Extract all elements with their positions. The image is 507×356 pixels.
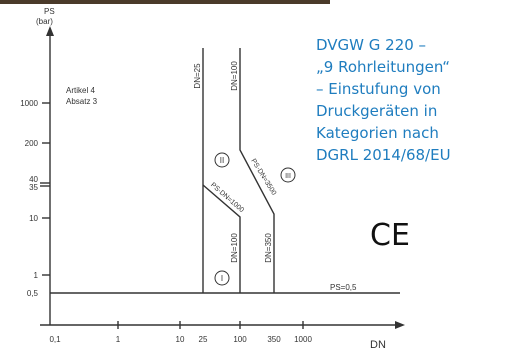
annotation: DN=100 bbox=[230, 61, 239, 91]
page: PS (bar) DN 1000 200 40 35 10 1 0,5 0,1 … bbox=[0, 0, 507, 356]
annotation: DN=350 bbox=[264, 233, 273, 263]
annotation: Artikel 4 bbox=[66, 86, 95, 95]
y-tick-label: 1 bbox=[34, 271, 39, 280]
annotation: PS=0,5 bbox=[330, 283, 357, 292]
annotation: DN=100 bbox=[230, 233, 239, 263]
x-tick-label: 0,1 bbox=[49, 335, 61, 344]
category-label: II bbox=[220, 156, 224, 165]
side-text-line: DGRL 2014/68/EU bbox=[316, 146, 451, 164]
annotation: PS·DN=3500 bbox=[249, 158, 277, 197]
x-tick-label: 1000 bbox=[294, 335, 312, 344]
y-tick-label: 35 bbox=[29, 183, 38, 192]
category-label: I bbox=[221, 274, 223, 283]
y-unit: (bar) bbox=[36, 17, 53, 26]
y-tick-label: 1000 bbox=[20, 99, 38, 108]
annotation: DN=25 bbox=[193, 63, 202, 89]
side-text-line: Druckgeräten in bbox=[316, 102, 437, 120]
annotation: PS·DN=1000 bbox=[209, 182, 245, 215]
x-tick-label: 25 bbox=[199, 335, 208, 344]
x-tick-label: 100 bbox=[233, 335, 247, 344]
y-ticks: 1000 200 40 35 10 1 0,5 bbox=[20, 99, 50, 298]
y-arrow bbox=[46, 26, 54, 36]
side-text: DVGW G 220 – „9 Rohrleitungen“ – Einstuf… bbox=[316, 36, 451, 164]
side-text-line: DVGW G 220 – bbox=[316, 36, 426, 54]
annotation: Absatz 3 bbox=[66, 97, 98, 106]
photo-strip bbox=[0, 0, 330, 4]
x-arrow bbox=[395, 321, 405, 329]
ce-mark: CE bbox=[370, 218, 410, 253]
diagram: PS (bar) DN 1000 200 40 35 10 1 0,5 0,1 … bbox=[0, 0, 507, 356]
y-tick-label: 200 bbox=[25, 139, 39, 148]
side-text-line: Kategorien nach bbox=[316, 124, 439, 142]
x-tick-label: 10 bbox=[176, 335, 185, 344]
y-tick-label: 10 bbox=[29, 214, 38, 223]
x-tick-label: 350 bbox=[267, 335, 281, 344]
category-label: III bbox=[285, 173, 291, 180]
x-title: DN bbox=[370, 339, 386, 351]
side-text-line: „9 Rohrleitungen“ bbox=[316, 58, 450, 76]
y-tick-label: 0,5 bbox=[27, 289, 39, 298]
x-tick-label: 1 bbox=[116, 335, 121, 344]
side-text-line: – Einstufung von bbox=[316, 80, 441, 98]
y-title: PS bbox=[44, 7, 55, 16]
